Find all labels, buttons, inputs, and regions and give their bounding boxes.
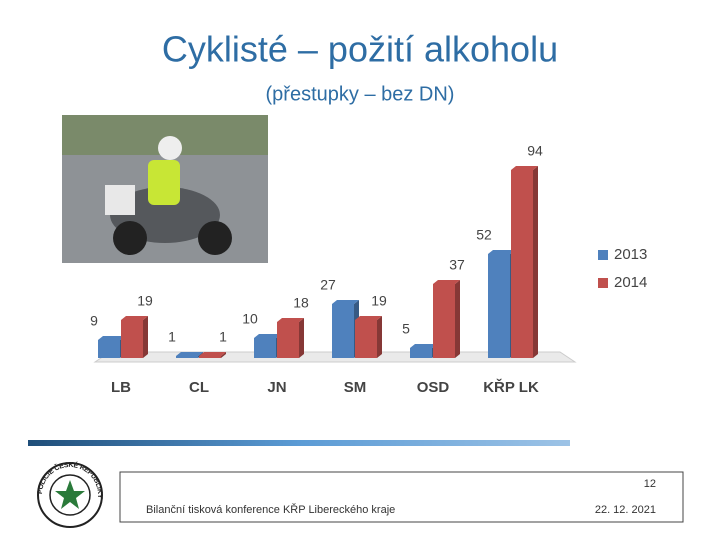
- bar: [199, 356, 221, 358]
- bar-top: [433, 280, 460, 284]
- bar-side: [533, 166, 538, 358]
- decor-stripe: [28, 440, 570, 446]
- slide-title: Cyklisté – požití alkoholu: [162, 29, 558, 70]
- bar-top: [355, 316, 382, 320]
- legend-label: 2013: [614, 246, 647, 263]
- footer-date: 22. 12. 2021: [595, 504, 656, 516]
- bar-side: [143, 316, 148, 358]
- value-label: 94: [527, 143, 543, 159]
- photo: [62, 115, 268, 263]
- bar: [98, 340, 120, 358]
- value-label: 5: [402, 321, 410, 337]
- bar: [277, 322, 299, 358]
- x-tick-label: KŘP LK: [483, 378, 539, 396]
- bar-top: [121, 316, 148, 320]
- page-number: 12: [644, 478, 656, 490]
- footer-box: [119, 471, 684, 523]
- bar-top: [199, 352, 226, 356]
- bar-top: [277, 318, 304, 322]
- bar: [176, 356, 198, 358]
- value-label: 1: [168, 329, 176, 345]
- value-label: 37: [449, 257, 465, 273]
- bar: [410, 348, 432, 358]
- bar-top: [488, 250, 515, 254]
- value-label: 27: [320, 277, 336, 293]
- x-tick-label: LB: [111, 379, 131, 396]
- value-label: 1: [219, 329, 227, 345]
- bar-top: [254, 334, 281, 338]
- footer-text: Bilanční tisková konference KŘP Libereck…: [146, 503, 395, 516]
- bar-top: [176, 352, 203, 356]
- chart: LB 9 19 CL 1 1 JN 10 18 SM 27 19 OSD 5 37 KŘP LK 52 94 201…: [90, 143, 647, 396]
- value-label: 52: [476, 227, 492, 243]
- bar-side: [377, 316, 382, 358]
- logo: POLICIE ČESKÉ REPUBLIKY: [37, 460, 103, 528]
- x-tick-label: JN: [267, 379, 286, 396]
- legend-swatch: [598, 278, 608, 288]
- bar-top: [98, 336, 125, 340]
- legend-swatch: [598, 250, 608, 260]
- bar: [433, 284, 455, 358]
- value-label: 18: [293, 295, 309, 311]
- value-label: 9: [90, 313, 98, 329]
- value-label: 10: [242, 311, 258, 327]
- bar-top: [410, 344, 437, 348]
- value-label: 19: [137, 293, 153, 309]
- bar-side: [455, 280, 460, 358]
- value-label: 19: [371, 293, 387, 309]
- bar: [254, 338, 276, 358]
- bar: [511, 170, 533, 358]
- bar: [488, 254, 510, 358]
- bar: [121, 320, 143, 358]
- bar-side: [299, 318, 304, 358]
- bar-top: [511, 166, 538, 170]
- bar-top: [332, 300, 359, 304]
- x-tick-label: CL: [189, 379, 209, 396]
- bar-side: [221, 352, 226, 358]
- bar: [332, 304, 354, 358]
- legend-label: 2014: [614, 274, 647, 291]
- x-tick-label: OSD: [417, 379, 450, 396]
- x-tick-label: SM: [344, 379, 367, 396]
- bar: [355, 320, 377, 358]
- slide-subtitle: (přestupky – bez DN): [266, 83, 455, 105]
